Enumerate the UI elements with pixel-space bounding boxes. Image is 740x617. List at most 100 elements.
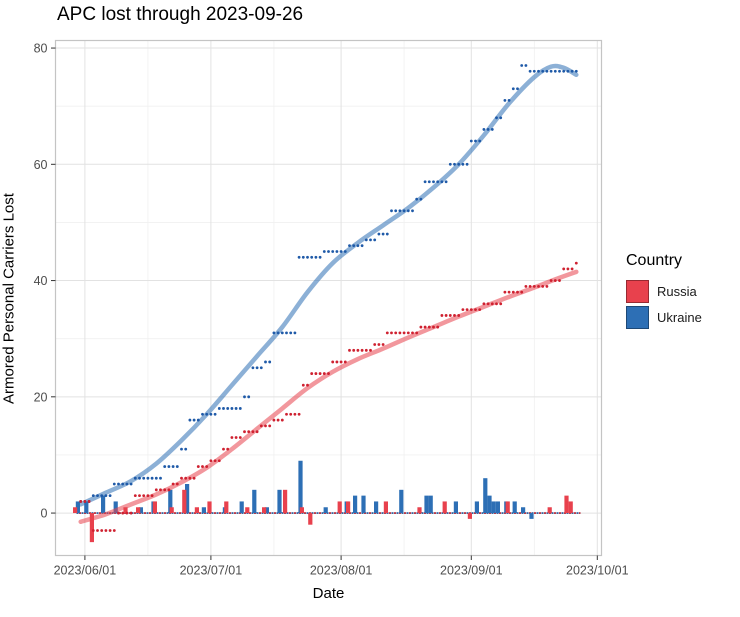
point-russia [415,331,419,335]
point-ukraine [390,209,393,213]
point-ukraine [398,209,402,213]
point-ukraine [511,87,515,91]
chart-title: APC lost through 2023-09-26 [57,4,304,25]
point-russia [440,314,444,317]
point-russia [222,447,225,451]
point-russia [175,482,179,486]
point-ukraine [230,407,234,410]
point-russia [432,325,435,329]
point-russia [570,267,574,271]
bar-russia [308,513,313,525]
bar-ukraine [424,495,429,514]
point-ukraine [356,244,360,248]
point-russia [196,465,200,468]
point-russia [545,284,549,288]
point-russia [574,261,578,265]
point-ukraine [129,482,133,486]
point-russia [268,424,272,428]
bar-russia [383,501,388,514]
point-ukraine [213,412,217,416]
point-russia [448,314,452,317]
bar-ukraine [428,495,433,514]
point-ukraine [343,250,347,253]
point-russia [146,494,150,498]
point-russia [247,430,251,434]
point-russia [243,430,246,434]
point-ukraine [112,482,116,486]
point-russia [520,290,524,294]
point-russia [327,372,330,375]
bar-russia [207,501,212,514]
point-ukraine [222,407,225,410]
point-ukraine [322,250,326,253]
point-ukraine [432,180,435,184]
x-tick-label: 2023/06/01 [54,564,117,578]
point-ukraine [411,209,414,213]
point-ukraine [280,331,284,335]
point-ukraine [570,69,574,73]
point-russia [457,314,461,317]
point-ukraine [360,244,364,248]
point-ukraine [188,418,192,422]
point-russia [465,308,469,312]
point-ukraine [574,69,578,73]
point-russia [461,308,465,312]
point-ukraine [121,482,125,486]
point-ukraine [381,232,385,236]
bar-ukraine [277,489,282,514]
point-russia [259,424,263,428]
point-ukraine [201,412,204,416]
point-russia [230,436,234,439]
bar-ukraine [185,484,190,514]
point-russia [163,488,167,492]
bar-russia [262,507,267,514]
y-tick-label: 80 [34,42,48,56]
bar-ukraine [298,460,303,514]
point-russia [205,465,209,468]
point-ukraine [154,476,158,480]
legend-label: Ukraine [657,309,702,325]
bar-ukraine [374,501,379,514]
legend-title: Country [626,252,683,269]
legend-item-russia: Russia [626,278,702,304]
point-russia [184,476,188,480]
point-russia [293,412,297,416]
point-russia [469,308,473,312]
point-ukraine [314,255,318,259]
point-ukraine [297,255,301,259]
x-tick-label: 2023/07/01 [180,564,243,578]
bar-russia [346,501,351,514]
point-russia [104,529,108,532]
point-ukraine [272,331,276,335]
bar-russia [568,501,573,514]
bar-ukraine [239,501,244,514]
point-ukraine [440,180,444,184]
point-russia [490,302,494,306]
y-tick-label: 60 [34,158,48,172]
point-russia [444,314,448,317]
point-ukraine [226,407,230,410]
point-russia [121,511,125,515]
point-ukraine [259,366,263,370]
bar-russia [152,501,157,514]
point-russia [335,360,339,364]
point-ukraine [406,209,410,213]
panel-border [54,39,603,557]
point-ukraine [394,209,398,213]
legend-swatch-russia [626,279,649,303]
point-russia [419,325,423,329]
point-russia [138,494,141,498]
point-russia [406,331,410,335]
point-ukraine [167,465,171,468]
bar-ukraine [474,501,479,514]
x-axis-title: Date [312,585,345,602]
point-ukraine [339,250,343,253]
point-russia [348,348,351,352]
point-russia [142,494,146,498]
point-russia [511,290,515,294]
point-ukraine [469,139,473,143]
point-ukraine [293,331,297,335]
point-ukraine [348,244,351,248]
point-russia [343,360,347,364]
bar-ukraine [491,501,496,514]
